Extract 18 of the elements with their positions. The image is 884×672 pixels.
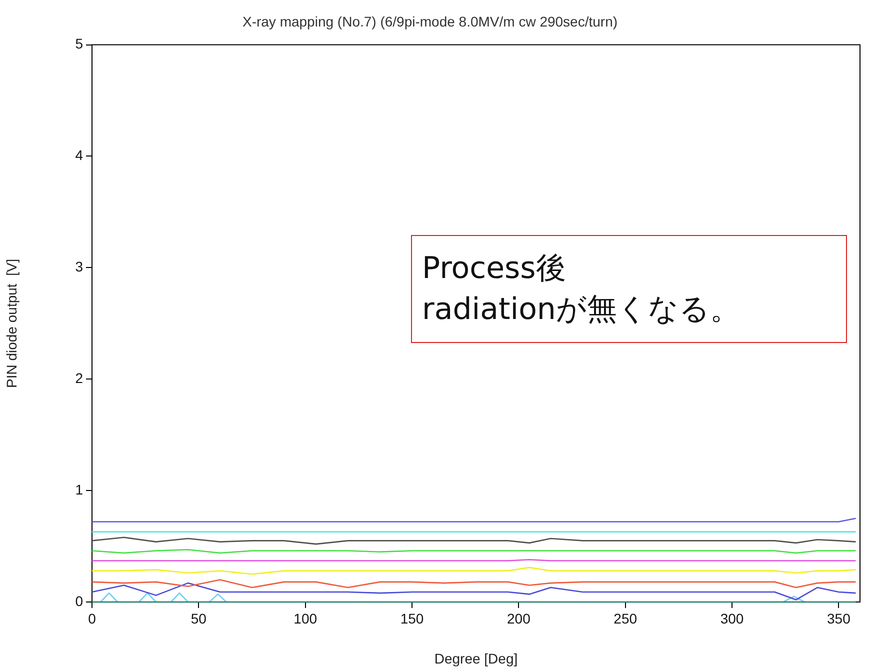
y-tick-label: 5 (75, 36, 84, 52)
y-tick-label: 1 (75, 481, 84, 498)
x-tick-label: 50 (190, 610, 207, 626)
y-axis-title: PIN diode output [V] (3, 258, 20, 388)
x-tick-label: 300 (720, 610, 744, 626)
y-tick-label: 0 (75, 592, 84, 609)
x-tick-label: 200 (506, 610, 531, 626)
y-tick-label: 4 (75, 147, 84, 164)
x-tick-label: 100 (294, 610, 318, 626)
y-tick-label: 2 (75, 370, 84, 386)
chart-title: X-ray mapping (No.7) (6/9pi-mode 8.0MV/m cw 290sec/turn) (242, 13, 618, 30)
x-tick-label: 250 (614, 610, 638, 626)
x-tick-label: 150 (400, 610, 424, 626)
x-tick-label: 350 (826, 610, 851, 626)
x-axis-title: Degree [Deg] (434, 650, 518, 666)
x-tick-label: 0 (88, 610, 96, 626)
text-frame: Process後 radiationが無くなる。 (411, 235, 847, 343)
y-tick-label: 3 (75, 258, 84, 275)
